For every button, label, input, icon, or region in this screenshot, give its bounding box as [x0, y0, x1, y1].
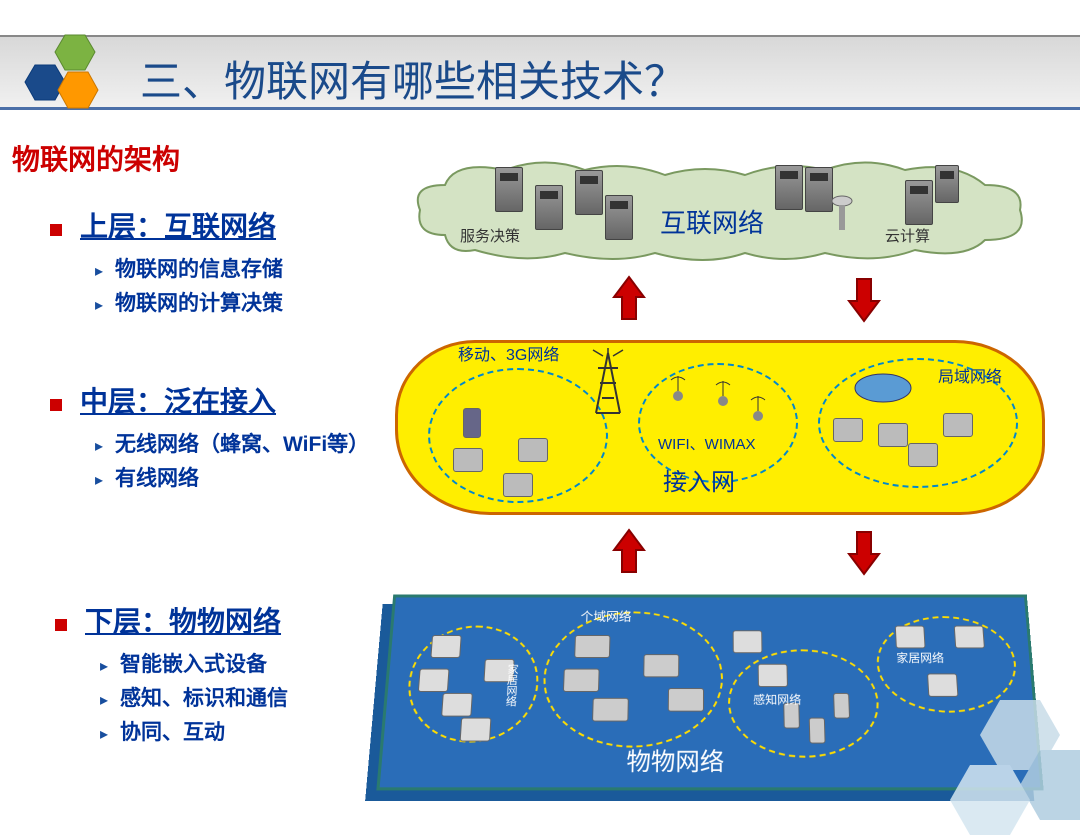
bullet-sub: 协同、互动: [120, 716, 225, 746]
arrow-down-icon: [845, 275, 883, 323]
sensor-icon: [460, 718, 492, 742]
label-cloud-compute: 云计算: [885, 225, 930, 246]
sensor-icon: [563, 669, 600, 692]
device-icon: [878, 423, 908, 447]
device-icon: [518, 438, 548, 462]
bullet-sub: 无线网络（蜂窝、WiFi等）: [115, 428, 369, 458]
sensor-icon: [592, 698, 629, 722]
server-icon: [935, 165, 959, 203]
corner-decoration: [930, 680, 1080, 840]
label-home: 家居网络: [502, 664, 520, 707]
wifi-ap-icon: [708, 373, 738, 408]
device-icon: [503, 473, 533, 497]
bullet-main: 中层：泛在接入: [80, 380, 276, 420]
bullet-icon: [50, 224, 62, 236]
wifi-ap-icon: [663, 368, 693, 403]
label-home2: 家居网络: [896, 649, 945, 665]
sensor-icon: [954, 626, 985, 649]
label-internet: 互联网络: [660, 203, 764, 240]
arrow-down-icon: [845, 528, 883, 576]
sensor-icon: [441, 693, 473, 717]
bullet-sub: 有线网络: [115, 462, 199, 492]
server-icon: [495, 167, 523, 212]
section-upper: 上层：互联网络 ▸ 物联网的信息存储 ▸ 物联网的计算决策: [50, 205, 283, 317]
label-service: 服务决策: [460, 225, 520, 246]
server-icon: [905, 180, 933, 225]
arrow-icon: ▸: [95, 261, 103, 281]
sensor-icon: [833, 693, 850, 719]
label-wifi: WIFI、WIMAX: [658, 433, 756, 454]
sensor-icon: [418, 669, 450, 692]
device-icon: [833, 418, 863, 442]
cell-tower-icon: [588, 348, 628, 418]
server-icon: [605, 195, 633, 240]
label-lan: 局域网络: [938, 363, 1002, 387]
bullet-main: 上层：互联网络: [80, 205, 276, 245]
bullet-icon: [50, 399, 62, 411]
arrow-up-icon: [610, 528, 648, 576]
sensor-icon: [895, 626, 926, 649]
wifi-ap-icon: [743, 388, 773, 423]
section-middle: 中层：泛在接入 ▸ 无线网络（蜂窝、WiFi等） ▸ 有线网络: [50, 380, 369, 492]
bullet-sub: 物联网的信息存储: [115, 253, 283, 283]
arrow-icon: ▸: [100, 656, 108, 676]
sensor-icon: [643, 654, 679, 677]
phone-icon: [463, 408, 481, 438]
router-icon: [853, 368, 913, 408]
arrow-icon: ▸: [95, 470, 103, 490]
label-pan: 个域网络: [580, 607, 631, 625]
access-title: 接入网: [663, 462, 735, 497]
arrow-icon: ▸: [100, 690, 108, 710]
device-icon: [453, 448, 483, 472]
server-icon: [775, 165, 803, 210]
device-icon: [943, 413, 973, 437]
sensor-icon: [668, 688, 704, 712]
subtitle: 物联网的架构: [12, 138, 180, 178]
things-title: 物物网络: [626, 742, 724, 778]
access-layer: 移动、3G网络 WIFI、WIMAX 局域网络 接入网: [395, 340, 1045, 515]
bullet-sub: 物联网的计算决策: [115, 287, 283, 317]
server-icon: [575, 170, 603, 215]
logo-hexagons: [10, 30, 125, 125]
arrow-icon: ▸: [100, 724, 108, 744]
arrow-icon: ▸: [95, 436, 103, 456]
sensor-icon: [430, 635, 461, 658]
label-mobile: 移动、3G网络: [458, 341, 559, 365]
bullet-main: 下层：物物网络: [85, 600, 281, 640]
sensor-icon: [574, 635, 610, 658]
sensor-icon: [733, 630, 763, 653]
internet-layer: 服务决策 互联网络 云计算: [405, 155, 1035, 275]
bullet-icon: [55, 619, 67, 631]
dashed-zone: [728, 649, 881, 757]
bullet-sub: 智能嵌入式设备: [120, 648, 267, 678]
sensor-icon: [809, 718, 826, 744]
arrow-up-icon: [610, 275, 648, 323]
server-icon: [535, 185, 563, 230]
label-sense: 感知网络: [753, 691, 801, 708]
arrow-icon: ▸: [95, 295, 103, 315]
device-icon: [908, 443, 938, 467]
section-lower: 下层：物物网络 ▸ 智能嵌入式设备 ▸ 感知、标识和通信 ▸ 协同、互动: [55, 600, 288, 746]
antenna-icon: [825, 195, 859, 235]
sensor-icon: [758, 664, 788, 687]
slide-title: 三、物联网有哪些相关技术？: [140, 48, 686, 109]
bullet-sub: 感知、标识和通信: [120, 682, 288, 712]
